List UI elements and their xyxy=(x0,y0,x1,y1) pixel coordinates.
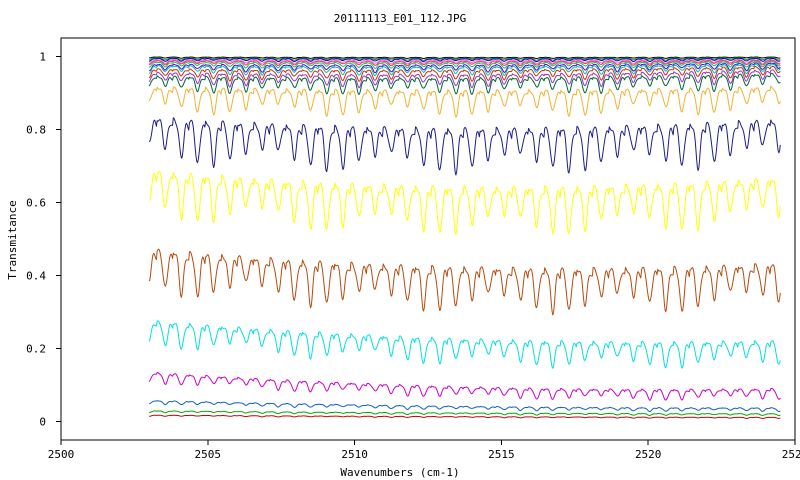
spectrum-line-15 xyxy=(148,248,781,316)
spectrum-line-18 xyxy=(148,400,781,413)
spectrum-line-3 xyxy=(148,57,781,63)
spectrum-line-4 xyxy=(148,59,781,65)
x-tick-label: 2515 xyxy=(488,448,515,461)
y-tick-label: 0.4 xyxy=(26,270,46,283)
x-axis-label: Wavenumbers (cm-1) xyxy=(340,466,459,479)
spectrum-line-16 xyxy=(148,320,781,369)
x-tick-label: 2510 xyxy=(341,448,368,461)
y-axis-label: Transmitance xyxy=(6,200,19,279)
data-series-group xyxy=(148,56,781,419)
x-tick-label: 2500 xyxy=(48,448,75,461)
x-axis-ticks: 2500 2505 2510 2515 2520 2525 xyxy=(48,440,800,461)
y-tick-label: 0.8 xyxy=(26,123,46,136)
spectrum-line-14 xyxy=(148,170,781,235)
spectrum-line-8 xyxy=(148,63,781,77)
spectrum-line-9 xyxy=(148,65,781,82)
spectrum-line-10 xyxy=(148,69,781,89)
spectrum-line-2 xyxy=(149,57,781,61)
plot-frame xyxy=(60,37,796,441)
spectrum-line-20 xyxy=(149,414,781,419)
spectrum-line-17 xyxy=(148,371,781,401)
chart-title: 20111113_E01_112.JPG xyxy=(334,12,466,25)
spectrum-line-5 xyxy=(148,59,781,67)
spectrum-line-12 xyxy=(148,85,781,118)
spectrum-line-7 xyxy=(149,62,781,74)
spectrum-line-6 xyxy=(148,60,781,69)
y-tick-label: 0 xyxy=(39,416,46,429)
y-tick-label: 1 xyxy=(39,50,46,63)
spectrum-line-11 xyxy=(148,72,781,95)
spectrum-line-19 xyxy=(149,410,781,417)
y-tick-label: 0.2 xyxy=(26,343,46,356)
spectrum-line-1 xyxy=(149,56,781,59)
x-tick-label: 2505 xyxy=(195,448,222,461)
spectrum-line-13 xyxy=(149,117,781,176)
x-tick-label: 2525 xyxy=(782,448,800,461)
x-tick-label: 2520 xyxy=(635,448,662,461)
y-axis-ticks: 0 0.2 0.4 0.6 0.8 1 xyxy=(26,50,61,429)
y-tick-label: 0.6 xyxy=(26,196,46,209)
